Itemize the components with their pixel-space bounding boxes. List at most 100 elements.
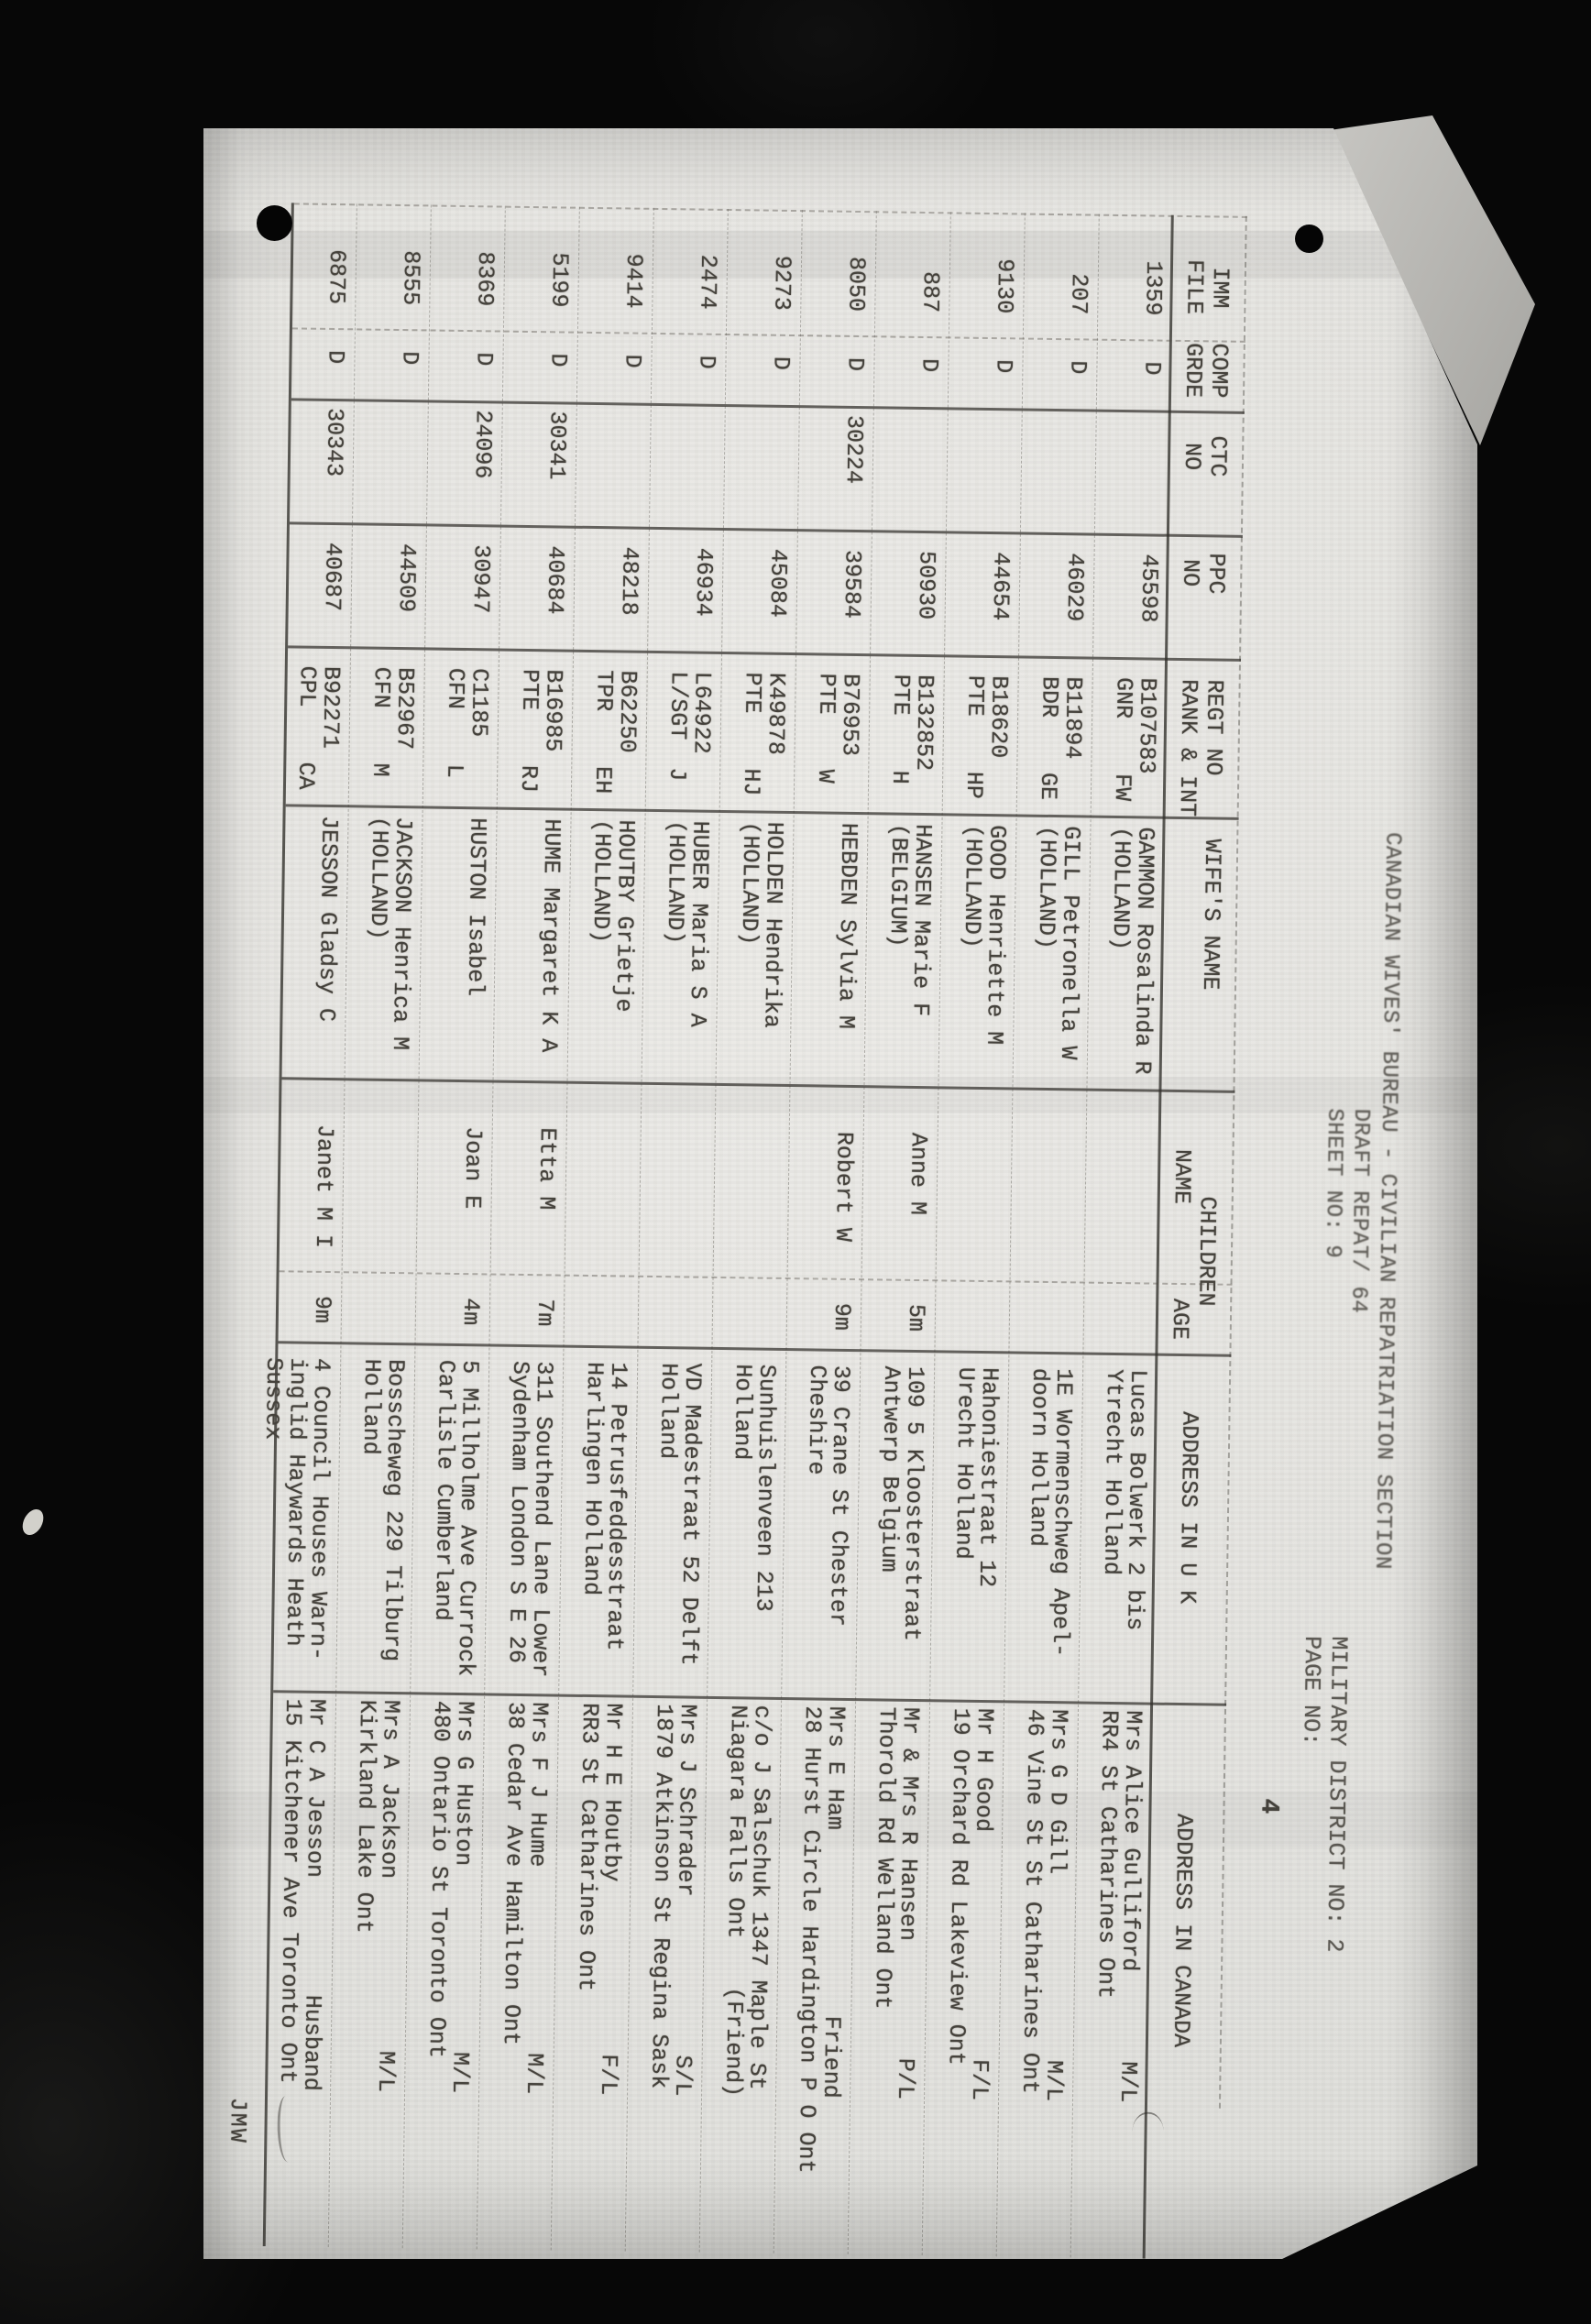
- cell-ppc-no: 40684: [541, 545, 569, 615]
- cell-address-canada: Kirkland Lake Ont: [350, 1699, 381, 1934]
- cell-relation-status: P/L: [892, 2057, 919, 2100]
- cell-regt-no: B107583: [1133, 677, 1161, 774]
- cell-rank-initials: HJ: [737, 768, 765, 796]
- cell-rank-initials: RJ: [514, 764, 543, 794]
- cell-grade: D: [1138, 361, 1166, 376]
- cell-relation-status: F/L: [595, 2054, 622, 2096]
- cell-ppc-no: 40687: [318, 542, 346, 612]
- table-rule-vertical: [285, 804, 1239, 820]
- cell-rank-initials: M: [367, 762, 394, 777]
- cell-address-uk: Carlisle Cumberland: [429, 1359, 460, 1622]
- cell-address-uk: Harlingen Holland: [577, 1361, 609, 1596]
- punch-hole-left: [257, 205, 292, 241]
- page-no-label: PAGE NO:: [1297, 1635, 1326, 1747]
- cell-address-uk: Antwerp Belgium: [875, 1365, 905, 1573]
- cell-file-no: 5199: [545, 252, 574, 308]
- report-line: DRAFT REPAT/ 64: [1345, 1108, 1374, 1314]
- cell-rank-initials: HP: [960, 771, 988, 800]
- cell-grade: D: [1064, 360, 1092, 375]
- cell-rank-initials: EH: [588, 765, 617, 795]
- cell-regt-no: B16985: [539, 669, 567, 752]
- cell-child-name: Anne M: [904, 1132, 932, 1216]
- cell-rank: CFN: [442, 667, 469, 710]
- cell-wife-name: HUME Margaret K A: [534, 818, 565, 1053]
- cell-wife-name: (BELGIUM): [883, 823, 913, 948]
- cell-child-name: Robert W: [829, 1131, 858, 1243]
- cell-regt-no: L64922: [687, 671, 716, 754]
- cell-rank: PTE: [739, 672, 766, 714]
- cell-ppc-no: 44654: [986, 551, 1015, 621]
- cell-grade: D: [619, 354, 646, 368]
- col-header-ctc: CTC: [1203, 435, 1232, 477]
- cell-ppc-no: 46029: [1060, 553, 1089, 622]
- cell-address-canada: Mrs F J Hume: [523, 1702, 554, 1868]
- table-rule-vertical: [278, 1341, 1232, 1357]
- col-header-regt: REGT NO: [1200, 679, 1228, 776]
- cell-wife-name: (HOLLAND): [587, 818, 616, 944]
- cell-rank: PTE: [961, 674, 989, 718]
- cell-regt-no: B52967: [390, 666, 419, 751]
- cell-regt-no: B76953: [836, 673, 864, 757]
- cell-address-canada: Mrs G D Gill: [1043, 1708, 1073, 1875]
- col-header-imm: IMM: [1206, 267, 1234, 309]
- cell-address-uk: Holland: [357, 1358, 386, 1455]
- cell-address-uk: Cheshire: [802, 1365, 831, 1475]
- cell-child-age: 4m: [456, 1297, 485, 1326]
- cell-grade: D: [693, 355, 720, 369]
- cell-ctc-no: 30343: [320, 407, 348, 477]
- col-header-rank-int: RANK & INT: [1173, 678, 1202, 817]
- sheet-line: SHEET NO: 9: [1319, 1108, 1347, 1259]
- cell-relation-status: M/L: [372, 2050, 400, 2093]
- cell-ctc-no: 30224: [839, 414, 868, 485]
- cell-rank: L/SGT: [664, 671, 692, 740]
- cell-address-uk: Sussex: [259, 1357, 288, 1441]
- cell-relation-status: Friend: [817, 2015, 846, 2099]
- cell-regt-no: B18620: [984, 674, 1013, 759]
- white-speck: [18, 1506, 48, 1539]
- cell-rank-initials: FW: [1108, 773, 1136, 802]
- cell-relation-status: S/L: [669, 2055, 697, 2097]
- cell-wife-name: (HOLLAND): [661, 820, 690, 945]
- cell-rank: PTE: [887, 674, 915, 716]
- cell-file-no: 2474: [694, 254, 722, 310]
- table-rule-vertical: [281, 1077, 1235, 1093]
- cell-address-canada: Mr H Good: [970, 1707, 999, 1833]
- cell-rank-initials: J: [664, 767, 691, 782]
- cell-relation-status: M/L: [1040, 2059, 1068, 2102]
- cell-ppc-no: 48218: [615, 546, 643, 616]
- table-rule-vertical: [288, 645, 1242, 662]
- col-header-grde: GRDE: [1180, 342, 1207, 399]
- cell-ppc-no: 30947: [466, 544, 495, 614]
- cell-grade: D: [470, 352, 498, 367]
- col-header-ppc: PPC: [1202, 553, 1230, 595]
- cell-address-uk: Holland: [653, 1363, 683, 1460]
- table-rule-vertical: [279, 1270, 1233, 1286]
- col-header-wife: WIFE'S NAME: [1196, 839, 1226, 991]
- district-line: MILITARY DISTRICT NO: 2: [1321, 1636, 1353, 1953]
- cell-ppc-no: 44509: [392, 543, 421, 613]
- cell-grade: D: [841, 356, 869, 372]
- col-header-child-age: AGE: [1166, 1298, 1194, 1341]
- cell-file-no: 8050: [842, 256, 871, 312]
- cell-address-canada: Niagara Falls Ont: [721, 1705, 752, 1939]
- cell-ppc-no: 46934: [689, 547, 718, 617]
- cell-child-name: Joan E: [458, 1126, 487, 1210]
- cell-file-no: 887: [916, 270, 944, 313]
- cell-ctc-no: 30341: [543, 411, 571, 480]
- table-rule-vertical: [273, 1690, 1227, 1706]
- cell-grade: D: [767, 356, 795, 371]
- cell-wife-name: (HOLLAND): [364, 816, 393, 940]
- cell-child-name: Etta M: [532, 1127, 561, 1211]
- cell-wife-name: (HOLLAND): [958, 824, 987, 949]
- cell-wife-name: (HOLLAND): [735, 821, 764, 946]
- cell-grade: D: [396, 350, 423, 366]
- col-header-children: CHILDREN: [1192, 1196, 1221, 1307]
- cell-relation-status: F/L: [966, 2058, 993, 2101]
- pen-mark: [1132, 2111, 1164, 2151]
- table-rule-vertical: [293, 203, 1247, 218]
- cell-child-age: 9m: [828, 1302, 856, 1332]
- cell-relation-status: M/L: [1114, 2061, 1142, 2103]
- cell-wife-name: (HOLLAND): [1032, 825, 1061, 950]
- cell-child-name: Janet M I: [309, 1124, 338, 1249]
- punch-hole-right: [1295, 225, 1323, 253]
